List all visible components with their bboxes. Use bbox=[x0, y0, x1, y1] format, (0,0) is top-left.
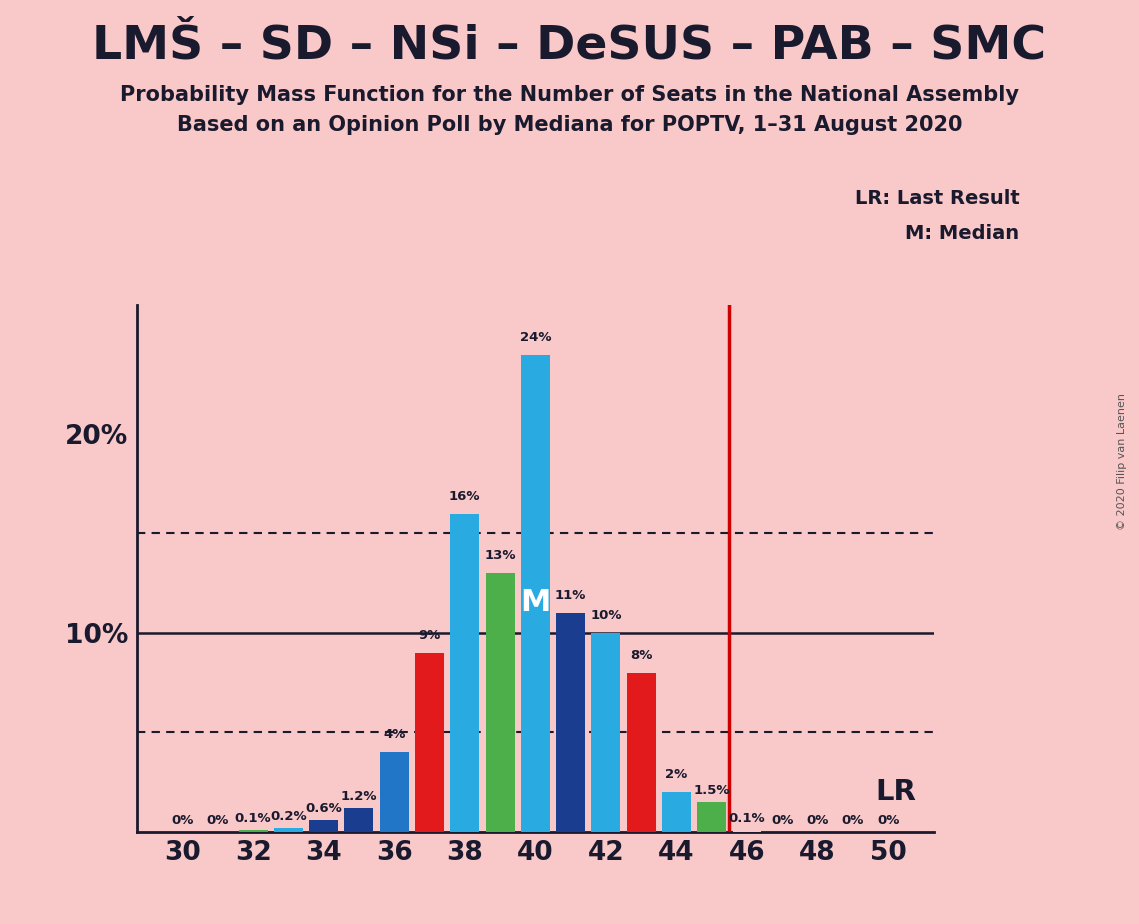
Text: LR: Last Result: LR: Last Result bbox=[854, 189, 1019, 209]
Text: 4%: 4% bbox=[383, 728, 405, 741]
Text: 0%: 0% bbox=[806, 814, 829, 827]
Bar bbox=[732, 830, 762, 832]
Text: 10%: 10% bbox=[590, 609, 622, 622]
Bar bbox=[556, 613, 585, 832]
Text: © 2020 Filip van Laenen: © 2020 Filip van Laenen bbox=[1117, 394, 1126, 530]
Text: 11%: 11% bbox=[555, 589, 587, 602]
Bar bbox=[344, 808, 374, 832]
Text: 9%: 9% bbox=[418, 629, 441, 642]
Text: 0.2%: 0.2% bbox=[270, 809, 306, 822]
Text: Based on an Opinion Poll by Mediana for POPTV, 1–31 August 2020: Based on an Opinion Poll by Mediana for … bbox=[177, 115, 962, 135]
Text: 1.5%: 1.5% bbox=[694, 784, 730, 796]
Text: 2%: 2% bbox=[665, 768, 688, 781]
Text: LR: LR bbox=[876, 778, 917, 806]
Text: 0%: 0% bbox=[771, 814, 794, 827]
Bar bbox=[273, 828, 303, 832]
Text: LMŠ – SD – NSi – DeSUS – PAB – SMC: LMŠ – SD – NSi – DeSUS – PAB – SMC bbox=[92, 23, 1047, 68]
Text: M: M bbox=[521, 589, 550, 617]
Text: 0%: 0% bbox=[877, 814, 900, 827]
Text: 0.1%: 0.1% bbox=[729, 811, 765, 824]
Text: M: Median: M: Median bbox=[906, 224, 1019, 243]
Bar bbox=[309, 820, 338, 832]
Bar bbox=[239, 830, 268, 832]
Bar bbox=[697, 802, 727, 832]
Text: 16%: 16% bbox=[449, 490, 481, 503]
Bar bbox=[415, 652, 444, 832]
Text: 0.6%: 0.6% bbox=[305, 802, 342, 815]
Text: 13%: 13% bbox=[484, 549, 516, 563]
Bar bbox=[485, 573, 515, 832]
Bar bbox=[591, 633, 621, 832]
Bar bbox=[521, 355, 550, 832]
Text: 0%: 0% bbox=[842, 814, 865, 827]
Text: 8%: 8% bbox=[630, 649, 653, 662]
Text: 0%: 0% bbox=[206, 814, 229, 827]
Bar bbox=[379, 752, 409, 832]
Text: 24%: 24% bbox=[519, 331, 551, 344]
Text: 0%: 0% bbox=[171, 814, 194, 827]
Bar bbox=[450, 514, 480, 832]
Bar bbox=[662, 792, 691, 832]
Text: 1.2%: 1.2% bbox=[341, 790, 377, 803]
Bar bbox=[626, 673, 656, 832]
Text: Probability Mass Function for the Number of Seats in the National Assembly: Probability Mass Function for the Number… bbox=[120, 85, 1019, 105]
Text: 0.1%: 0.1% bbox=[235, 811, 271, 824]
